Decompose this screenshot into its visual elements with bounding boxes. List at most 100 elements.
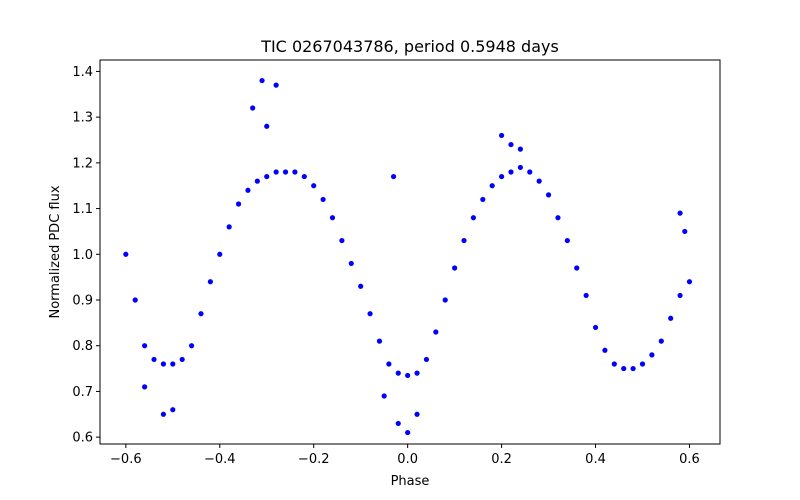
data-point [423,356,430,363]
data-point [235,201,242,207]
y-axis-ticks: 0.6 0.7 0.8 0.9 1.0 1.1 1.2 1.3 1.4 [72,65,100,446]
x-axis-label: Phase [391,474,430,489]
data-point [517,164,523,171]
data-point [682,228,688,235]
data-point [264,173,270,180]
data-point [592,324,599,331]
data-point [123,251,129,257]
data-point [508,141,514,148]
data-point [536,178,542,184]
y-tick-label: 1.2 [72,156,93,171]
data-point [470,215,477,221]
y-tick-label: 0.8 [72,339,93,354]
data-point [677,210,683,216]
data-point [602,347,608,353]
data-point [226,224,232,230]
data-point [170,407,176,413]
data-point [320,196,326,203]
y-tick-label: 1.4 [72,65,93,80]
x-tick-label: 0.2 [491,452,512,467]
x-tick-label: −0.2 [298,452,330,467]
data-point [301,173,307,180]
data-point [480,196,486,203]
y-tick-label: 0.9 [72,294,93,309]
data-point [405,372,411,379]
data-point [386,361,392,367]
data-point [142,343,148,349]
data-point [292,169,298,175]
data-point [250,105,256,111]
data-point [517,146,523,152]
data-point [414,411,420,417]
data-point [461,237,467,244]
chart-title: TIC 0267043786, period 0.5948 days [260,37,559,56]
data-point [160,361,167,367]
data-point [311,183,317,189]
data-point [217,251,223,257]
data-point [188,343,195,349]
data-point [339,237,345,244]
y-tick-label: 1.3 [72,111,93,126]
x-tick-label: −0.4 [204,452,236,467]
data-point [414,370,420,376]
data-point [630,365,636,372]
y-tick-label: 0.6 [72,431,93,446]
data-point [376,338,383,344]
data-point [198,311,204,317]
data-point [498,173,505,180]
data-point [405,429,411,436]
x-tick-label: 0.4 [585,452,606,467]
y-tick-label: 1.0 [72,248,93,263]
x-tick-label: 0.0 [397,452,418,467]
data-point [160,411,167,417]
data-point [583,292,589,299]
axes-frame [99,59,721,445]
scatter-points [123,77,693,436]
data-point [658,338,664,344]
data-point [348,260,354,267]
x-tick-label: −0.6 [110,452,142,467]
data-point [381,393,387,399]
data-point [668,315,674,321]
data-point [508,169,514,175]
data-point [207,279,213,285]
data-point [142,384,148,390]
y-axis-label: Normalized PDC flux [48,185,63,318]
data-point [259,77,265,84]
data-point [498,132,505,139]
data-point [611,361,617,367]
data-point [545,192,552,198]
data-point [273,169,279,175]
data-point [245,187,251,193]
x-axis-ticks: −0.6 −0.4 −0.2 0.0 0.2 0.4 0.6 [110,444,700,467]
data-point [686,279,693,285]
data-point [395,370,401,376]
data-point [452,265,458,271]
data-point [395,420,401,427]
data-point [390,173,397,180]
y-tick-label: 0.7 [72,385,93,400]
data-point [367,311,373,317]
data-point [433,329,439,335]
data-point [282,169,289,175]
data-point [254,178,260,184]
y-tick-label: 1.1 [72,202,93,217]
data-point [329,215,336,221]
data-point [527,169,533,175]
data-point [621,365,627,372]
data-point [358,283,364,289]
data-point [677,292,683,299]
data-point [273,82,279,88]
data-point [555,215,561,221]
data-point [489,183,495,189]
data-point [170,361,176,367]
data-point [574,265,580,271]
data-point [264,123,270,129]
x-tick-label: 0.6 [679,452,700,467]
data-point [564,237,570,244]
data-point [132,297,138,303]
data-point [442,297,448,303]
data-point [649,352,655,358]
data-point [151,356,157,363]
